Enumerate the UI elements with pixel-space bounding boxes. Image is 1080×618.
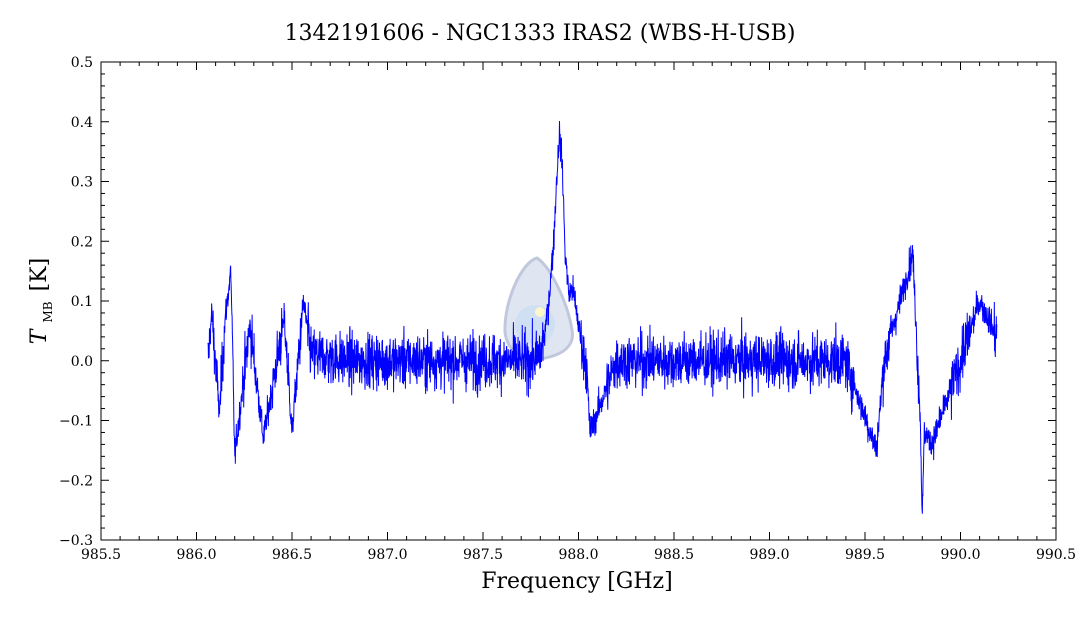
y-tick-label: 0.3: [71, 175, 93, 191]
chart-title: 1342191606 - NGC1333 IRAS2 (WBS-H-USB): [285, 21, 796, 46]
y-axis-label-main: T: [27, 327, 52, 344]
y-tick-labels: 0.5 0.4 0.3 0.2 0.1 0.0 −0.1 −0.2 −0.3: [59, 55, 93, 549]
x-tick-label: 986.0: [176, 547, 216, 563]
y-axis-label-subscript: MB: [41, 301, 55, 322]
plot-frame: [100, 61, 1057, 541]
x-tick-label: 986.5: [272, 547, 312, 563]
x-tick-label: 988.5: [654, 547, 694, 563]
y-tick-label: 0.0: [71, 354, 93, 370]
x-tick-labels: 985.5 986.0 986.5 987.0 987.5 988.0 988.5 989.0…: [81, 547, 1076, 563]
x-tick-label: 989.0: [749, 547, 789, 563]
y-tick-label: −0.2: [59, 473, 93, 489]
y-tick-label: 0.4: [71, 115, 93, 131]
x-tick-label: 987.0: [367, 547, 407, 563]
x-tick-label: 989.5: [845, 547, 885, 563]
x-axis-label: Frequency [GHz]: [481, 569, 673, 594]
y-tick-label: 0.5: [71, 55, 93, 71]
x-tick-label: 987.5: [463, 547, 503, 563]
y-tick-label: −0.3: [59, 533, 93, 549]
x-tick-label: 985.5: [81, 547, 121, 563]
y-axis-label-unit: [K]: [27, 258, 52, 292]
spectrum-line: [207, 120, 998, 514]
y-tick-label: 0.2: [71, 234, 93, 250]
y-axis-label: T MB [K]: [27, 258, 56, 344]
y-tick-label: 0.1: [71, 294, 93, 310]
axis-ticks: [100, 61, 1057, 541]
x-tick-label: 988.0: [558, 547, 598, 563]
x-tick-label: 990.5: [1036, 547, 1076, 563]
x-tick-label: 990.0: [940, 547, 980, 563]
y-tick-label: −0.1: [59, 414, 93, 430]
